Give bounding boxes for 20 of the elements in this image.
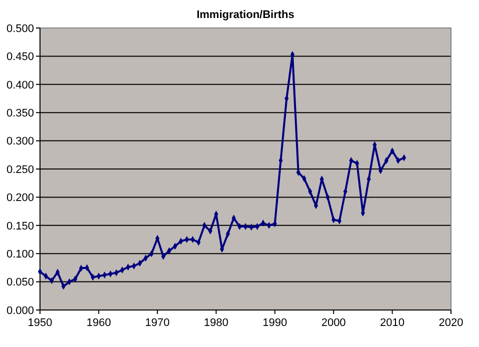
y-tick-label: 0.400 — [6, 79, 34, 92]
chart-title: Immigration/Births — [196, 9, 294, 21]
y-tick-label: 0.000 — [6, 304, 34, 317]
y-tick-label: 0.100 — [6, 248, 34, 260]
x-tick-label: 1980 — [204, 317, 228, 329]
y-tick-label: 0.350 — [6, 107, 34, 120]
y-tick-label: 0.200 — [6, 192, 34, 204]
y-tick-label: 0.250 — [6, 164, 34, 176]
x-tick-label: 2000 — [321, 317, 346, 329]
y-tick-label: 0.450 — [6, 51, 34, 64]
x-tick-label: 1960 — [86, 317, 111, 329]
x-tick-label: 1950 — [28, 317, 52, 329]
x-tick-label: 1970 — [145, 317, 170, 329]
x-tick-label: 1990 — [262, 317, 288, 329]
x-tick-label: 2010 — [380, 317, 405, 329]
y-tick-label: 0.300 — [6, 136, 34, 148]
y-tick-label: 0.150 — [6, 220, 34, 232]
x-tick-label: 2020 — [438, 317, 464, 329]
y-tick-label: 0.500 — [6, 22, 34, 35]
y-tick-label: 0.050 — [6, 276, 34, 289]
